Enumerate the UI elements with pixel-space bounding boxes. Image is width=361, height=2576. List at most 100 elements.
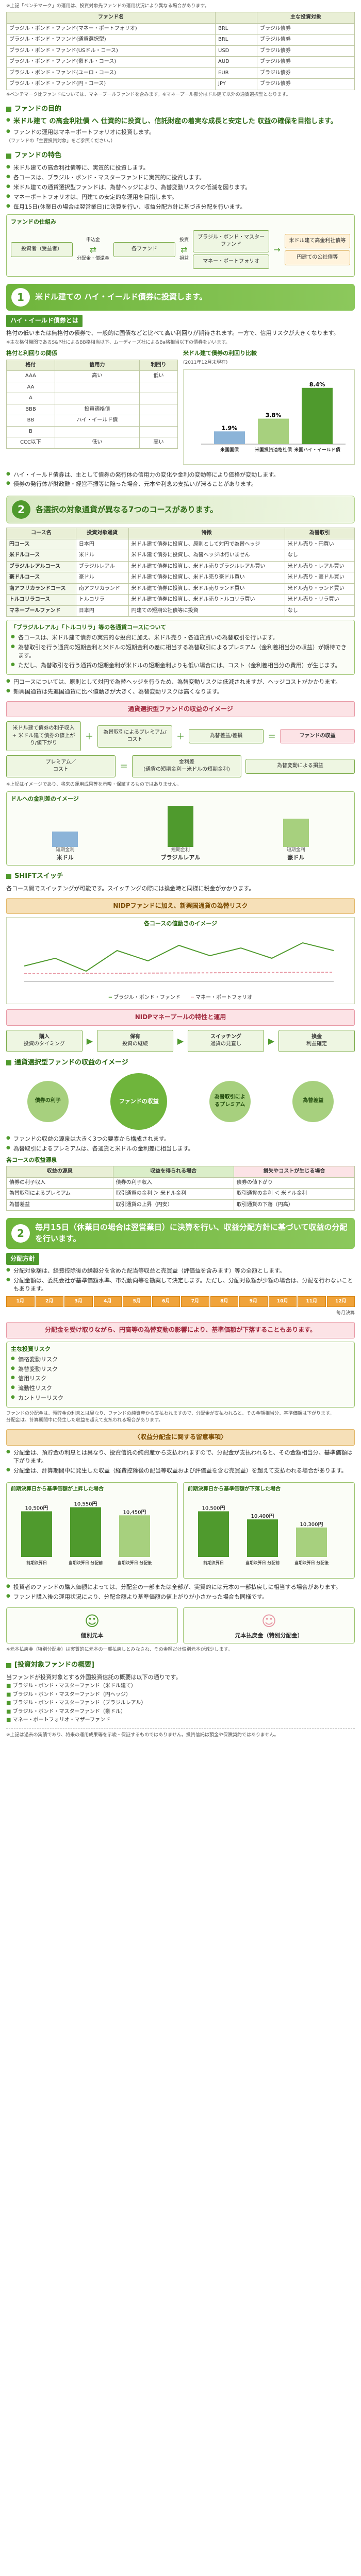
section1-notes: ※主な格付機関であるS&P社によるBB格相当以下、ムーディーズ社によるBa格相当… — [6, 340, 231, 345]
rating-cell: AA — [6, 381, 55, 394]
intro-row: ブラジル・ボンド・ファンド(USドル・コース) USD ブラジル債券 — [6, 45, 355, 57]
intro-cell: BRL — [215, 23, 257, 35]
section6-title: 〈収益分配金に関する留意事項〉 — [6, 1429, 355, 1446]
course-col-name: コース名 — [6, 528, 76, 539]
section5-note: ファンドの分配金は、預貯金の利息とは異なり、ファンドの純資産から支払われますので… — [6, 1411, 335, 1417]
dist-b-title: 前期決算日から基準価額が下落した場合 — [188, 1486, 281, 1492]
features-item: ファンドの運用はマネーポートフォリオに投資します。 — [6, 128, 355, 137]
course-cell: 南アフリカランドコース — [6, 583, 76, 595]
scheme-assets: 米ドル建て高金利社債等 — [284, 233, 350, 249]
section6-explain: 投資者のファンドの購入価額によっては、分配金の一部または全部が、実質的には元本の… — [6, 1583, 355, 1601]
source-cell: 債券の利子収入 — [112, 1177, 234, 1189]
source-cell: 取引通貨の下落（円高） — [233, 1199, 355, 1211]
intro-note: ※上記「ベンチマーク」の運用は、投資対象先ファンドの運用状況により異なる場合があ… — [6, 4, 209, 9]
dist-bar — [70, 1507, 101, 1557]
intro-footnote: ※ベンチマーク比ファンドについては、マネープールファンドを含みます。※マネープー… — [6, 92, 291, 97]
yield-chart-svg: 1.9% 米国国債 3.8% 米国投資適格社債 8.4% 米国ハイ・イールド債 — [201, 381, 346, 453]
month-cell: 1月 — [6, 1296, 35, 1308]
arrow-right-icon: ▶ — [177, 1036, 184, 1046]
source-table-title: 各コースの収益源泉 — [6, 1156, 57, 1163]
course-col-feature: 特徴 — [128, 528, 285, 539]
rate-diff-row: 短期金利 米ドル 短期金利 ブラジルレアル 短期金利 豪ドル — [11, 805, 350, 862]
rating-cell: 低い — [139, 370, 178, 382]
dist-value-label: 10,550円 — [74, 1502, 97, 1507]
month-cell: 12月 — [326, 1296, 355, 1308]
dist-value-label: 10,450円 — [123, 1510, 146, 1515]
course-header: コース名 投資対象通貨 特徴 為替取引 — [6, 528, 355, 539]
square-icon — [6, 874, 11, 879]
intro-cell: ブラジル・ボンド・ファンド(USドル・コース) — [6, 45, 216, 57]
curve-title: 各コースの値動きのイメージ — [143, 920, 218, 927]
section3-text: 各コース間でスイッチングが可能です。スイッチングの際には換金時と同様に税金がかか… — [6, 885, 255, 892]
arrow-right-icon: ⇄ — [89, 244, 97, 255]
rating-row: B — [6, 426, 178, 438]
risk-item: 為替変動リスク — [11, 1365, 350, 1374]
course-row: トルコリラコース トルコリラ 米ドル建て債券に投資し、米ドル売りトルコリラ買い 米ドル… — [6, 594, 355, 606]
rating-col-credit: 信用力 — [54, 359, 140, 371]
intro-col-fund: ファンド名 — [6, 12, 216, 24]
curve-line-bond — [24, 942, 334, 972]
section4-bullet: ファンドの収益の源泉は大きく3つの要素から構成されます。 — [6, 1135, 355, 1143]
features-item: 米ドル建て の高金利社債 へ 仕資的に投資し、信託財産の着実な成長と安定した 収… — [6, 117, 355, 127]
curve-chart: 各コースの値動きのイメージ ━ ブラジル・ボンド・ファンド ┅ マネー・ポートフ… — [6, 917, 355, 1005]
caution-line: 新興国通貨は先進国通貨に比べ値動きが大きく、為替変動リスクは高くなります。 — [6, 688, 355, 696]
source-row: 債券の利子収入 債券の利子収入 債券の値下がり — [6, 1177, 355, 1189]
characteristics-item: 米ドル建ての通貨選択型ファンドは、為替ヘッジにより、為替変動リスクの低減を図りま… — [6, 183, 355, 192]
intro-cell: ブラジル・ボンド・ファンド(豪ドル・コース) — [6, 56, 216, 68]
rate-label: 豪ドル — [287, 854, 305, 861]
dist-category-label: 前期決算日 — [203, 1560, 224, 1565]
course-note: ただし、為替取引を行う通貨の短期金利が米ドルの短期金利よりも低い場合には、コスト… — [11, 662, 350, 670]
scheme-arrow2-label: 分配金・償還金 — [76, 256, 109, 262]
section5-bullet: 分配対象額は、経費控除後の繰越分を含めた配当等収益と売買益（評価益を含みます）等… — [6, 1267, 355, 1275]
month-cell: 5月 — [123, 1296, 151, 1308]
dist-value-label: 10,500円 — [202, 1505, 225, 1511]
intro-cell: ブラジル債券 — [257, 67, 355, 79]
footer-item: ブラジル・ボンド・マスターファンド（円ヘッジ） — [6, 1691, 355, 1699]
source-cell: 取引通貨の金利 ＜ 米ドル金利 — [233, 1188, 355, 1200]
dist-value-label: 10,500円 — [25, 1505, 48, 1511]
source-header: 収益の源泉 収益を得られる場合 損失やコストが生じる場合 — [6, 1166, 355, 1178]
step-label: 利益確定 — [306, 1041, 327, 1047]
source-right: 為替取引によるプレミアム — [209, 1080, 251, 1122]
footer-item: ブラジル・ボンド・マスターファンド（豪ドル） — [6, 1708, 355, 1716]
scheme-master: ブラジル・ボンド・マスターファンド — [193, 230, 270, 252]
features-sub: （ファンドの「主要投資対象」をご参照ください。） — [6, 139, 116, 144]
course-notes-box: 「ブラジルレアル」「トルコリラ」等の各通貨コースについて 各コースは、米ドル建て… — [6, 620, 355, 675]
features-list: 米ドル建て の高金利社債 へ 仕資的に投資し、信託財産の着実な成長と安定した 収… — [6, 117, 355, 137]
person-diagrams: ☺ 個別元本 ☺ 元本払戻金（特別分配金） — [6, 1604, 355, 1647]
section6-explain-item: ファンド購入後の運用状況により、分配金額より基準価額の値上がりが小さかった場合も… — [6, 1593, 355, 1601]
rate-col-brl: 短期金利 ブラジルレアル — [161, 805, 200, 862]
premium-flow: プレミアム／ コスト ＝ 金利差 (通貨の短期金利－米ドルの短期金利) 為替変動… — [6, 755, 355, 777]
rate-bar — [52, 831, 78, 847]
course-cell: 米ドル — [75, 550, 129, 562]
rating-cell: 高い — [139, 437, 178, 449]
yield-category-label: 米国ハイ・イールド債 — [294, 447, 340, 453]
source-row: 為替取引によるプレミアム 取引通貨の金利 ＞ 米ドル金利 取引通貨の金利 ＜ 米ドル… — [6, 1188, 355, 1200]
section5-bullet: 分配金額は、委託会社が基準価額水準、市況動向等を勘案して決定します。ただし、分配… — [6, 1277, 355, 1293]
course-cell: 米ドル売り・レアル買い — [284, 561, 355, 573]
dist-diagram-b: 前期決算日から基準価額が下落した場合 10,500円 前期決算日 10,400円 当期… — [183, 1482, 355, 1579]
footer-item: ブラジル・ボンド・マスターファンド（ブラジルレアル） — [6, 1700, 355, 1707]
legend-bond-text: ブラジル・ボンド・ファンド — [113, 994, 180, 1001]
course-cell: 米ドル建て債券に投資し、米ドル売りトルコリラ買い — [128, 594, 285, 606]
course-row: ブラジルレアルコース ブラジルレアル 米ドル建て債券に投資し、米ドル売りブラジルレア… — [6, 561, 355, 573]
rating-cell: BB — [6, 415, 55, 427]
intro-row: ブラジル・ボンド・ファンド(通貨選択型) BRL ブラジル債券 — [6, 34, 355, 46]
characteristics-item: 毎月15日(休業日の場合は翌営業日)に決算を行い、収益分配方針に基づき分配を行い… — [6, 203, 355, 211]
yield-category-label: 米国国債 — [220, 447, 239, 453]
intro-cell: ブラジル・ボンド・ファンド(ユーロ・コース) — [6, 67, 216, 79]
course-cell: 米ドル建て債券に投資し、米ドル売りブラジルレアル買い — [128, 561, 285, 573]
dist-category-label: 当期決算日 分配後 — [294, 1560, 329, 1565]
rating-cell: 投資適格債 — [54, 403, 140, 416]
returns-total: ファンドの収益 — [280, 728, 355, 744]
intro-cell: USD — [215, 45, 257, 57]
rating-row: A — [6, 393, 178, 404]
person-icon: ☺ — [84, 1612, 100, 1630]
risk-title: 主な投資リスク — [11, 1345, 51, 1352]
rate-sub: 短期金利 — [56, 847, 75, 853]
rating-cell — [139, 381, 178, 394]
section3-title-text: SHIFTスイッチ — [14, 872, 63, 880]
course-col-fx: 為替取引 — [284, 528, 355, 539]
section1-bullets: ハイ・イールド債券は、主として債券の発行体の信用力の変化や金利の変動等により価格… — [6, 471, 355, 489]
